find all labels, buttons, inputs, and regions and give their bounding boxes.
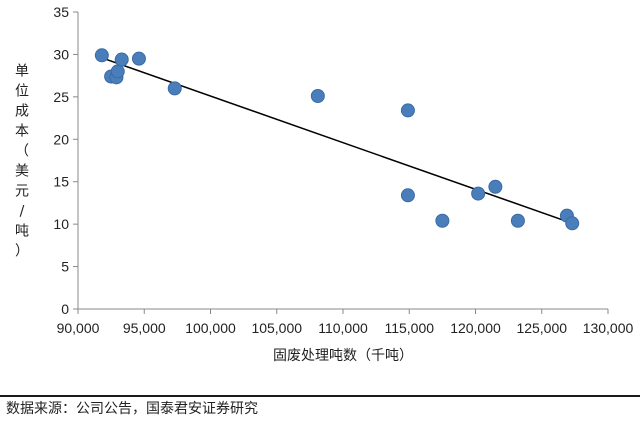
data-points [94, 48, 580, 231]
y-tick-label: 30 [53, 46, 69, 62]
data-point [565, 216, 580, 231]
x-tick-label: 120,000 [450, 320, 501, 336]
data-point [310, 89, 325, 104]
source-divider [0, 395, 640, 397]
data-point [435, 213, 450, 228]
x-tick-label: 110,000 [318, 320, 368, 336]
y-tick-label: 20 [53, 131, 69, 147]
y-tick-label: 0 [61, 301, 69, 317]
chart: 0 5 10 15 20 25 30 35 90,000 95,000 100,000 105,000… [15, 4, 634, 364]
data-point [400, 103, 415, 118]
x-tick-label: 95,000 [123, 320, 166, 336]
x-tick-label: 115,000 [384, 320, 434, 336]
x-tick-label: 130,000 [583, 320, 634, 336]
y-tick-label: 35 [53, 4, 69, 20]
source-note: 数据来源：公司公告，国泰君安证券研究 [6, 401, 258, 417]
y-tick-label: 10 [53, 216, 69, 232]
x-tick-label: 90,000 [57, 320, 100, 336]
x-tick-label: 100,000 [185, 320, 236, 336]
data-point [471, 186, 486, 201]
data-point [131, 51, 146, 66]
data-point [488, 179, 503, 194]
data-point [400, 188, 415, 203]
tick-labels: 0 5 10 15 20 25 30 35 90,000 95,000 100,000 105,000… [53, 4, 633, 336]
data-point [167, 81, 182, 96]
y-tick-label: 15 [53, 174, 69, 190]
axes [77, 12, 608, 310]
data-point [94, 48, 109, 63]
x-tick-label: 105,000 [251, 320, 302, 336]
x-axis-title: 固废处理吨数（千吨） [273, 348, 413, 364]
data-point [510, 213, 525, 228]
scatter-chart: 0 5 10 15 20 25 30 35 90,000 95,000 100,000 105,000… [15, 4, 634, 364]
data-point [110, 64, 125, 79]
y-axis-title: 单位成本（美元/吨） [15, 64, 29, 260]
x-tick-label: 125,000 [516, 320, 567, 336]
y-tick-label: 5 [61, 259, 69, 275]
data-point [114, 52, 129, 67]
y-tick-label: 25 [53, 89, 69, 105]
